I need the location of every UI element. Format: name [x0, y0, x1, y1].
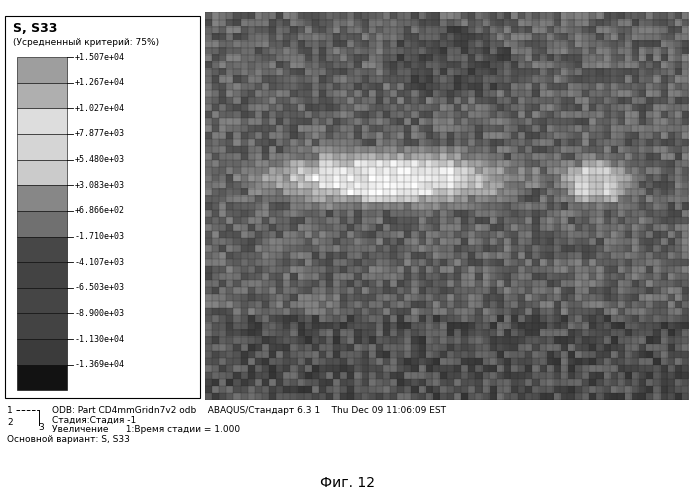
Text: Фиг. 12: Фиг. 12 [320, 476, 375, 490]
Text: -1.130e+04: -1.130e+04 [75, 334, 125, 344]
Text: -8.900e+03: -8.900e+03 [75, 309, 125, 318]
Bar [17, 57, 67, 82]
Text: 1: 1 [7, 406, 13, 415]
Bar [17, 364, 67, 390]
Bar [17, 211, 67, 236]
Text: -4.107e+03: -4.107e+03 [75, 258, 125, 266]
Bar [17, 288, 67, 314]
Text: 3: 3 [38, 422, 44, 432]
Text: +5.480e+03: +5.480e+03 [75, 155, 125, 164]
Text: Стадия:Стадия -1: Стадия:Стадия -1 [52, 416, 136, 424]
Bar [17, 134, 67, 160]
Text: +1.507e+04: +1.507e+04 [75, 52, 125, 62]
Bar [17, 108, 67, 134]
Text: +1.027e+04: +1.027e+04 [75, 104, 125, 113]
Text: -1.710e+03: -1.710e+03 [75, 232, 125, 241]
Bar [17, 82, 67, 108]
Text: (Усредненный критерий: 75%): (Усредненный критерий: 75%) [13, 38, 160, 46]
Text: +3.083e+03: +3.083e+03 [75, 180, 125, 190]
Bar [17, 314, 67, 339]
Text: +7.877e+03: +7.877e+03 [75, 130, 125, 138]
Text: Увеличение      1:Время стадии = 1.000: Увеличение 1:Время стадии = 1.000 [52, 425, 240, 434]
Text: S, S33: S, S33 [13, 22, 58, 35]
Bar [17, 185, 67, 211]
Text: +6.866e+02: +6.866e+02 [75, 206, 125, 216]
Bar [17, 339, 67, 364]
Bar [17, 160, 67, 185]
Text: +1.267e+04: +1.267e+04 [75, 78, 125, 87]
Text: 2: 2 [7, 418, 13, 427]
Text: -6.503e+03: -6.503e+03 [75, 284, 125, 292]
Bar [17, 236, 67, 262]
Text: Основной вариант: S, S33: Основной вариант: S, S33 [7, 434, 130, 444]
Bar [17, 262, 67, 288]
Text: -1.369e+04: -1.369e+04 [75, 360, 125, 369]
Text: ODB: Part CD4mmGridn7v2 odb    ABAQUS/Стандарт 6.3 1    Thu Dec 09 11:06:09 EST: ODB: Part CD4mmGridn7v2 odb ABAQUS/Станд… [52, 406, 446, 415]
